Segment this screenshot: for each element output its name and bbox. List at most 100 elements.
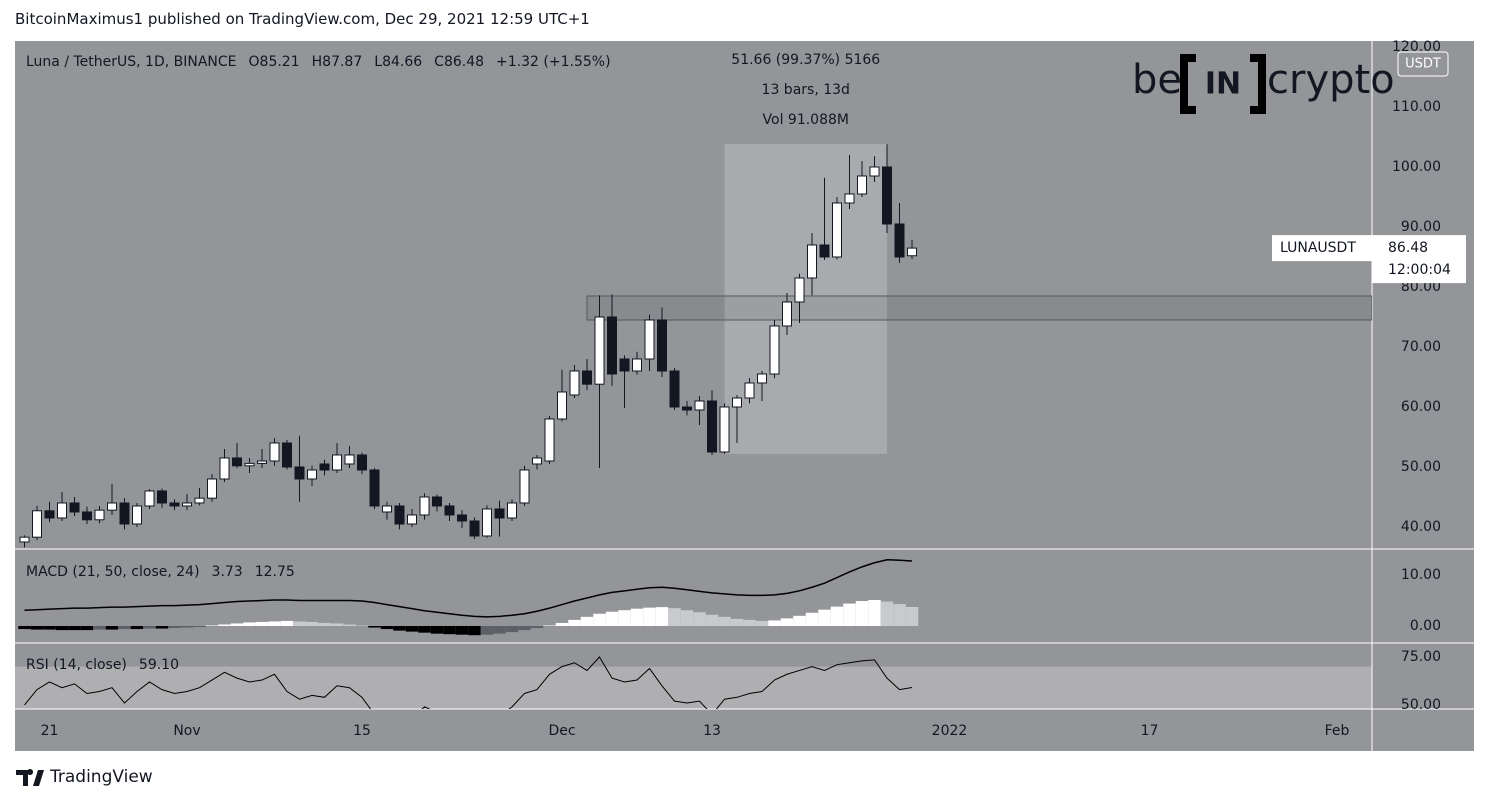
candle-body [469, 520, 480, 537]
macd-histogram-bar [718, 616, 731, 627]
macd-histogram-bar [218, 624, 231, 627]
macd-histogram-bar [805, 612, 819, 627]
rsi-line [24, 656, 913, 709]
legend-value: 85.21 [259, 54, 300, 70]
legend-key: H [311, 54, 323, 70]
legend-title: Luna / TetherUS, 1D, BINANCE [26, 54, 237, 70]
candle-body [869, 166, 880, 177]
macd-histogram-bar [243, 622, 256, 627]
candle-body [844, 193, 855, 204]
y-tick-label: 120.00 [1392, 39, 1441, 55]
macd-histogram-bar [418, 626, 431, 633]
candle-body [119, 502, 130, 525]
candle-body [307, 469, 317, 480]
macd-histogram-bar [18, 626, 31, 630]
currency-box [1397, 51, 1449, 77]
x-tick-label: 21 [41, 723, 59, 739]
candle-body [732, 397, 742, 408]
macd-histogram-bar [443, 626, 456, 635]
support-zone [586, 295, 1372, 321]
candle-body [344, 454, 355, 465]
candle-body [207, 478, 217, 499]
candle-body [894, 223, 905, 258]
candle-body [419, 496, 430, 516]
candle-body [44, 510, 55, 519]
measure-label: 13 bars, 13d [762, 82, 850, 98]
macd-histogram-bar [593, 613, 606, 627]
logo-text: IN [1205, 67, 1241, 102]
y-tick-label: 70.00 [1401, 339, 1441, 355]
candle-body [507, 502, 517, 519]
candle-body [644, 319, 655, 360]
candle-body [57, 502, 67, 519]
candle-body [707, 400, 717, 453]
candle-body [882, 166, 892, 225]
logo-text: crypto [1267, 57, 1395, 103]
candle-body [694, 400, 705, 411]
macd-histogram-bar [668, 608, 681, 627]
macd-histogram-bar [768, 620, 781, 627]
last-price-box [1272, 235, 1372, 262]
macd-histogram-bar [580, 616, 594, 627]
candle-body [244, 462, 255, 467]
macd-histogram-bar [705, 614, 719, 627]
candle-body [807, 244, 817, 279]
legend-title: MACD (21, 50, close, 24) [26, 564, 200, 580]
macd-histogram-bar [530, 626, 544, 629]
candle-body [432, 496, 442, 507]
candle-body [632, 358, 642, 372]
macd-histogram-bar [268, 621, 281, 627]
measure-box [724, 144, 887, 454]
candle-body [444, 505, 455, 516]
logo-brackets [1180, 54, 1266, 114]
y-tick-label: 0.00 [1410, 618, 1441, 634]
candle-body [132, 505, 142, 525]
y-tick-label: 50.00 [1401, 697, 1441, 713]
candle-body [482, 508, 492, 537]
macd-histogram-bar [568, 619, 581, 627]
legend-change: +1.32 (+1.55%) [496, 54, 611, 70]
x-tick-label: Dec [548, 723, 575, 739]
macd-histogram-bar [518, 626, 531, 631]
macd-histogram-bar [343, 624, 356, 627]
candle-body [94, 509, 105, 521]
price-pane [19, 144, 1372, 548]
x-tick-label: 2022 [932, 723, 968, 739]
macd-histogram-bar [280, 620, 294, 627]
macd-histogram-bar [505, 626, 519, 633]
candle-body [357, 454, 367, 471]
measure-label: Vol 91.088M [763, 112, 849, 128]
macd-histogram-bar [480, 626, 494, 635]
candle-body [407, 514, 417, 525]
legend-value: 3.73 [211, 564, 243, 580]
macd-histogram-bar [868, 600, 881, 627]
macd-histogram-bar [93, 626, 106, 630]
y-tick-label: 100.00 [1392, 159, 1441, 175]
macd-histogram-bar [255, 621, 269, 627]
candle-body [107, 502, 117, 511]
macd-histogram-bar [680, 610, 694, 627]
candle-body [557, 391, 567, 420]
macd-line [24, 558, 913, 618]
legend-value: 59.10 [138, 657, 179, 673]
x-tick-label: 17 [1141, 723, 1159, 739]
macd-histogram-bar [468, 626, 481, 636]
candle-body [669, 370, 680, 408]
candle-body [257, 460, 267, 464]
macd-histogram-bar [830, 606, 844, 627]
candle-body [594, 316, 605, 385]
macd-legend: MACD (21, 50, close, 24) 3.73 12.75 [26, 564, 307, 580]
publisher-header: BitcoinMaximus1 published on TradingView… [15, 10, 590, 28]
candle-body [782, 301, 792, 327]
macd-histogram-bar [205, 625, 219, 627]
last-price-value: 86.48 [1388, 240, 1428, 256]
rsi-pane [15, 656, 1372, 709]
candle-body [157, 490, 167, 504]
macd-histogram-bar [730, 618, 744, 627]
macd-histogram-bar [155, 626, 169, 629]
macd-histogram-bar [755, 620, 769, 627]
candle-body [757, 373, 767, 384]
macd-histogram-bar [743, 619, 756, 627]
y-tick-label: 50.00 [1401, 459, 1441, 475]
macd-histogram-bar [68, 626, 81, 631]
